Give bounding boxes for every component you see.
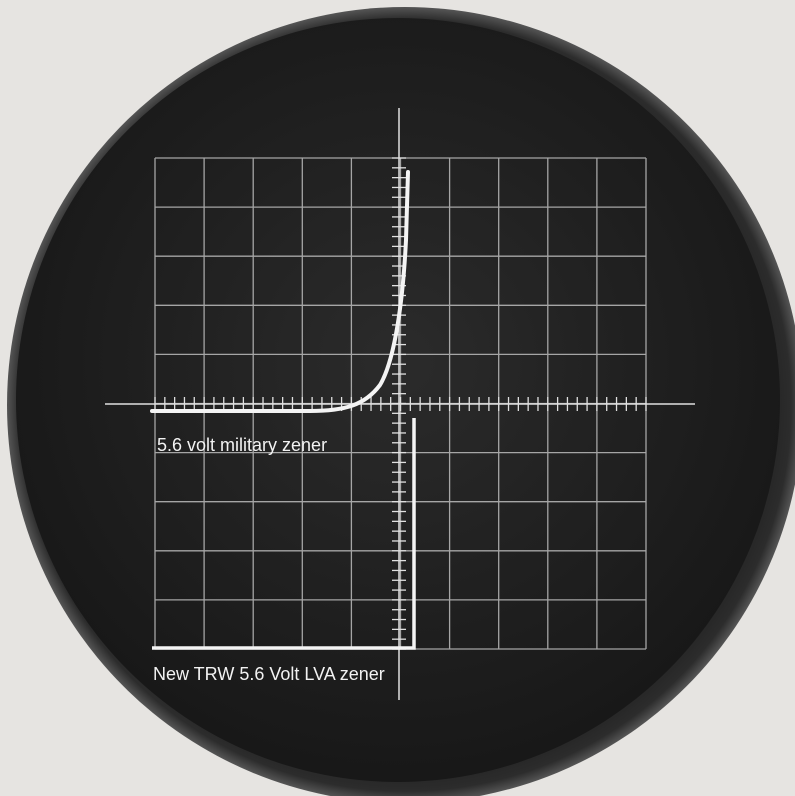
military-zener-trace <box>150 170 410 413</box>
trace-label: New TRW 5.6 Volt LVA zener <box>153 664 385 684</box>
trace-label: 5.6 volt military zener <box>157 435 327 455</box>
lva-zener-trace <box>152 418 416 650</box>
scope-screen <box>16 18 780 782</box>
